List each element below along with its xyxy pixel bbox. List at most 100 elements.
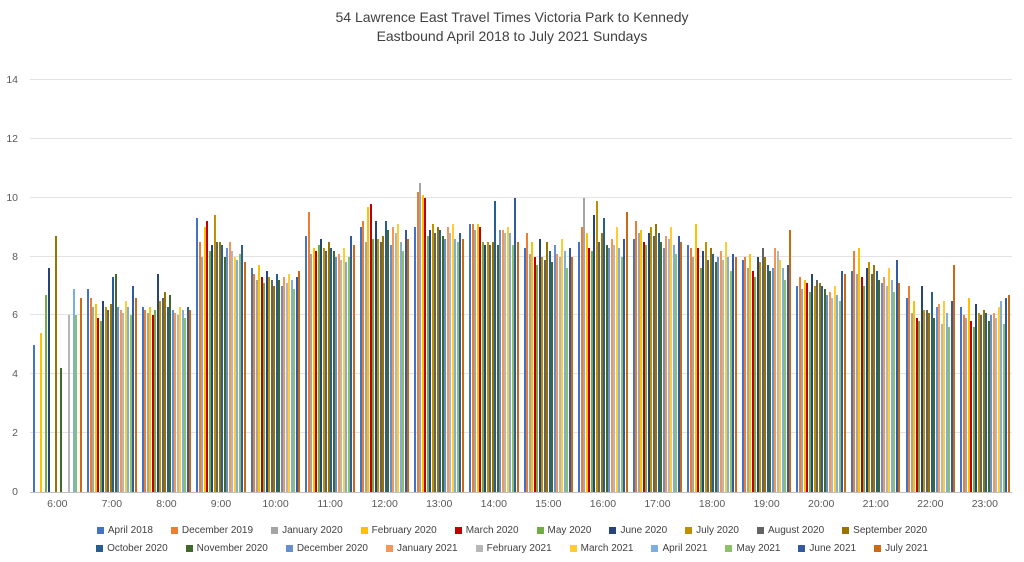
bar xyxy=(92,306,95,492)
bar xyxy=(997,306,1000,492)
bar xyxy=(134,297,137,492)
legend-item: July 2020 xyxy=(685,525,739,536)
bar xyxy=(975,303,978,492)
bar xyxy=(1002,324,1005,492)
bar xyxy=(744,256,747,492)
bar xyxy=(89,297,92,492)
bar xyxy=(746,268,749,492)
bar xyxy=(310,253,313,492)
bar xyxy=(943,300,946,492)
bar xyxy=(171,309,174,492)
bar xyxy=(389,244,392,492)
bar xyxy=(865,268,868,492)
bar xyxy=(322,247,325,492)
bar xyxy=(231,250,234,492)
bar xyxy=(940,324,943,492)
x-tick-label: 6:00 xyxy=(47,498,68,510)
bar xyxy=(925,309,928,492)
legend-item: July 2021 xyxy=(874,543,928,554)
bar xyxy=(781,268,784,492)
bar xyxy=(858,247,861,492)
bar xyxy=(675,253,678,492)
bar xyxy=(967,297,970,492)
legend-swatch xyxy=(170,527,178,534)
bar xyxy=(600,233,603,492)
bar xyxy=(987,321,990,492)
bar xyxy=(702,250,705,492)
legend-swatch xyxy=(609,527,617,534)
bar xyxy=(729,271,732,492)
bar xyxy=(181,309,184,492)
bar xyxy=(553,244,556,492)
bar-group xyxy=(576,80,631,492)
bar xyxy=(863,286,866,492)
bar xyxy=(382,235,385,492)
bar xyxy=(474,230,477,492)
bar xyxy=(719,250,722,492)
bar xyxy=(434,233,437,492)
bar xyxy=(501,230,504,492)
bar xyxy=(307,212,310,492)
bar xyxy=(377,238,380,492)
bar xyxy=(374,221,377,492)
bar xyxy=(908,286,911,492)
bar xyxy=(429,230,432,492)
bar xyxy=(315,250,318,492)
bar xyxy=(885,286,888,492)
bar xyxy=(238,253,241,492)
bar xyxy=(965,318,968,492)
bar xyxy=(367,206,370,492)
legend-item: December 2019 xyxy=(170,525,253,536)
bar-group xyxy=(194,80,249,492)
bar xyxy=(995,318,998,492)
bar xyxy=(236,259,239,492)
bar xyxy=(283,277,286,492)
gridline xyxy=(30,137,1012,139)
legend-swatch xyxy=(185,545,193,552)
legend-item: September 2020 xyxy=(842,525,927,536)
bar xyxy=(913,300,916,492)
bar xyxy=(154,309,157,492)
bar xyxy=(657,233,660,492)
bar xyxy=(280,286,283,492)
bar xyxy=(441,235,444,492)
bar xyxy=(855,274,858,492)
bar xyxy=(618,247,621,492)
bar xyxy=(660,241,663,492)
bar xyxy=(471,224,474,492)
bar xyxy=(362,221,365,492)
bar xyxy=(712,253,715,492)
legend-label: March 2021 xyxy=(580,543,634,554)
bar xyxy=(875,271,878,492)
bar xyxy=(156,274,159,492)
bar xyxy=(880,283,883,492)
bar xyxy=(754,277,757,492)
bar xyxy=(972,327,975,492)
bar xyxy=(384,221,387,492)
bar xyxy=(511,244,514,492)
bar xyxy=(352,244,355,492)
bar xyxy=(769,271,772,492)
bar xyxy=(776,250,779,492)
legend-label: August 2020 xyxy=(767,525,825,536)
bar xyxy=(459,233,462,492)
y-tick-label: 12 xyxy=(6,132,18,145)
bar xyxy=(186,306,189,492)
bar xyxy=(263,283,266,492)
bar xyxy=(60,368,63,492)
bar xyxy=(119,309,122,492)
bar xyxy=(789,230,792,492)
bar xyxy=(915,318,918,492)
bar xyxy=(623,238,626,492)
legend-label: September 2020 xyxy=(853,525,928,536)
bar xyxy=(436,227,439,492)
bar xyxy=(399,241,402,492)
bar xyxy=(732,253,735,492)
bar xyxy=(387,230,390,492)
bar xyxy=(439,230,442,492)
bar xyxy=(416,191,419,492)
bar xyxy=(250,268,253,492)
bar xyxy=(610,238,613,492)
bar xyxy=(935,306,938,492)
